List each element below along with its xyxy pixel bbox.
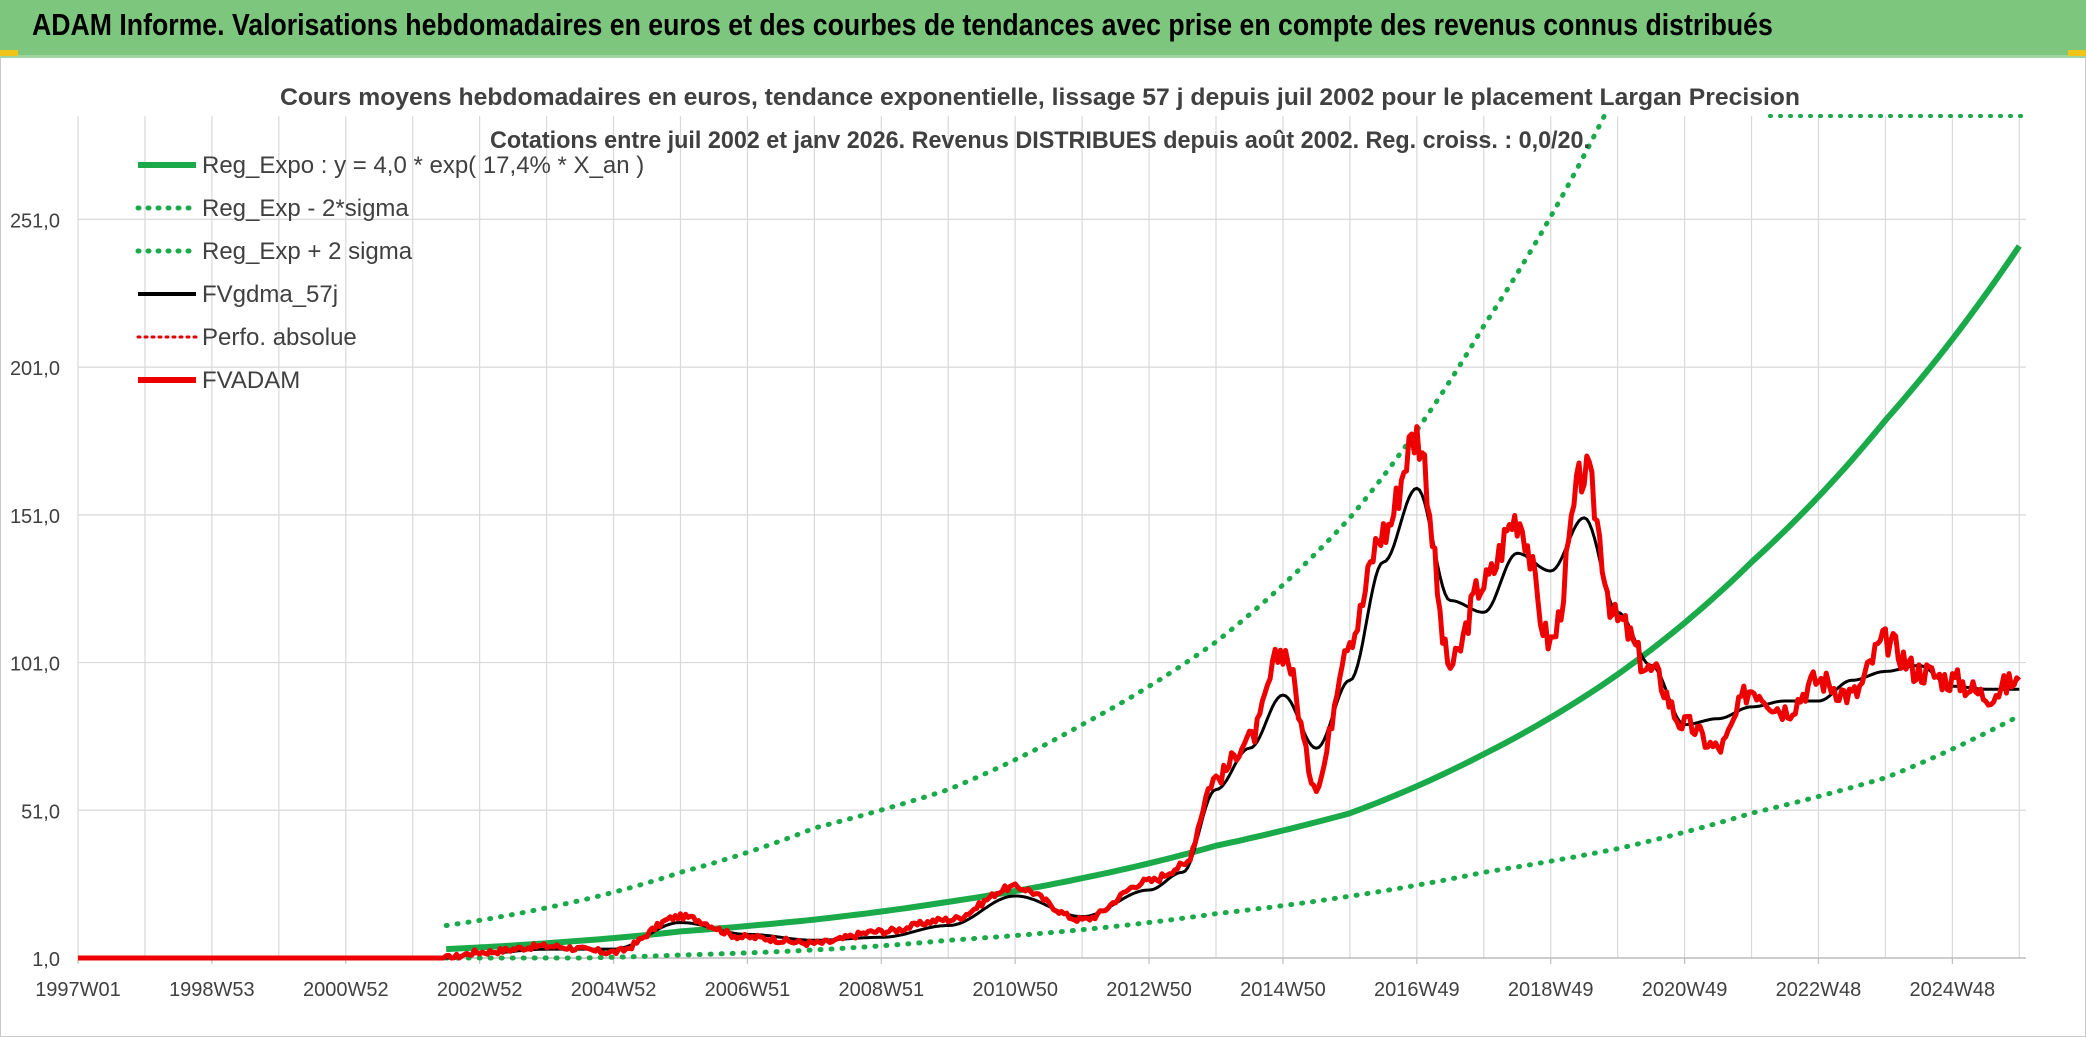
x-tick-label: 2018W49 bbox=[1508, 979, 1594, 1001]
legend-label-reg_minus: Reg_Exp - 2*sigma bbox=[202, 195, 409, 222]
legend-label-reg_expo: Reg_Expo : y = 4,0 * exp( 17,4% * X_an ) bbox=[202, 152, 644, 179]
y-tick-label: 51,0 bbox=[21, 801, 60, 823]
legend-label-fvgdma: FVgdma_57j bbox=[202, 281, 338, 308]
y-tick-label: 201,0 bbox=[10, 358, 60, 380]
legend-label-fvadam: FVADAM bbox=[202, 367, 300, 394]
header-bar: ADAM Informe. Valorisations hebdomadaire… bbox=[0, 0, 2086, 58]
legend-label-perfo: Perfo. absolue bbox=[202, 324, 357, 351]
x-tick-label: 2008W51 bbox=[838, 979, 924, 1001]
grid-layer bbox=[77, 116, 2026, 959]
x-tick-label: 2016W49 bbox=[1374, 979, 1460, 1001]
corner-mark-left bbox=[0, 50, 18, 56]
x-tick-label: 2012W50 bbox=[1106, 979, 1192, 1001]
y-tick-label: 1,0 bbox=[32, 949, 60, 971]
x-tick-label: 2004W52 bbox=[571, 979, 657, 1001]
x-tick-label: 1998W53 bbox=[169, 979, 255, 1001]
y-tick-label: 251,0 bbox=[10, 210, 60, 232]
series-line-5 bbox=[78, 424, 2022, 961]
x-tick-label: 2014W50 bbox=[1240, 979, 1326, 1001]
x-tick-label: 2022W48 bbox=[1776, 979, 1862, 1001]
y-tick-label: 101,0 bbox=[10, 654, 60, 676]
chart-title: Cours moyens hebdomadaires en euros, ten… bbox=[280, 84, 1800, 111]
x-tick-label: 2024W48 bbox=[1910, 979, 1996, 1001]
axis-layer: 1,0 51,0 101,0 151,0 201,0 251,0 1997W01 1998W5… bbox=[10, 210, 2026, 1001]
legend: Reg_Expo : y = 4,0 * exp( 17,4% * X_an )… bbox=[135, 152, 644, 394]
series-line-1 bbox=[443, 713, 2022, 961]
x-tick-label: 2006W51 bbox=[705, 979, 791, 1001]
x-tick-label: 2002W52 bbox=[437, 979, 523, 1001]
series-layer bbox=[78, 113, 2028, 961]
x-tick-label: 1997W01 bbox=[35, 979, 121, 1001]
corner-mark-right bbox=[2068, 50, 2086, 56]
chart-area: 1,0 51,0 101,0 151,0 201,0 251,0 1997W01 1998W5… bbox=[0, 58, 2086, 1037]
chart-subtitle: Cotations entre juil 2002 et janv 2026. … bbox=[490, 127, 1590, 154]
x-tick-label: 2010W50 bbox=[972, 979, 1058, 1001]
series-line-0 bbox=[446, 244, 2022, 953]
y-tick-label: 151,0 bbox=[10, 506, 60, 528]
chart-svg: 1,0 51,0 101,0 151,0 201,0 251,0 1997W01 1998W5… bbox=[10, 84, 2028, 1001]
x-tick-label: 2020W49 bbox=[1642, 979, 1728, 1001]
x-tick-label: 2000W52 bbox=[303, 979, 389, 1001]
page-title: ADAM Informe. Valorisations hebdomadaire… bbox=[32, 7, 1773, 42]
legend-label-reg_plus: Reg_Exp + 2 sigma bbox=[202, 238, 413, 265]
